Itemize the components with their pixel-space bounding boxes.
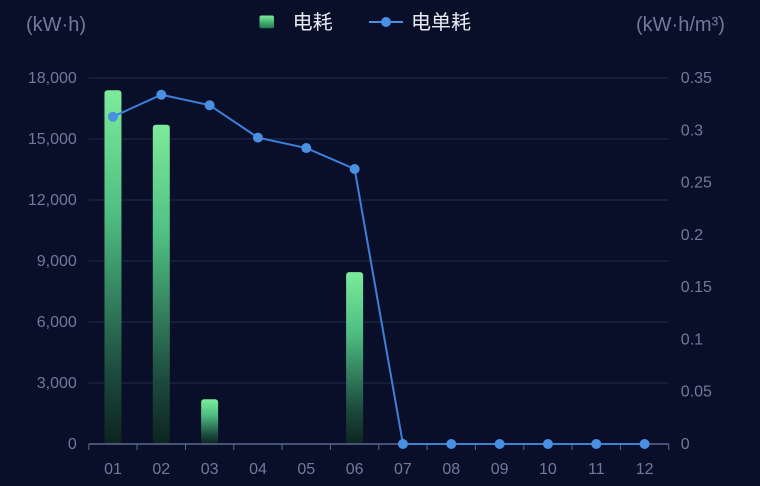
svg-text:0.35: 0.35 xyxy=(681,70,712,87)
svg-text:3,000: 3,000 xyxy=(37,375,77,392)
svg-text:07: 07 xyxy=(394,461,412,478)
svg-text:0.3: 0.3 xyxy=(681,122,703,139)
svg-text:12: 12 xyxy=(636,461,654,478)
svg-text:9,000: 9,000 xyxy=(37,253,77,270)
svg-text:电耗: 电耗 xyxy=(293,11,333,34)
svg-text:02: 02 xyxy=(152,461,170,478)
svg-text:12,000: 12,000 xyxy=(28,192,77,209)
svg-text:05: 05 xyxy=(297,461,315,478)
svg-text:04: 04 xyxy=(249,461,267,478)
svg-text:06: 06 xyxy=(346,461,364,478)
svg-text:03: 03 xyxy=(201,461,219,478)
svg-text:18,000: 18,000 xyxy=(28,70,77,87)
svg-text:11: 11 xyxy=(588,461,605,478)
svg-text:0.2: 0.2 xyxy=(681,227,703,244)
svg-text:01: 01 xyxy=(104,461,122,478)
svg-text:6,000: 6,000 xyxy=(37,314,77,331)
svg-text:电单耗: 电单耗 xyxy=(411,11,471,34)
svg-text:0.05: 0.05 xyxy=(681,384,712,401)
svg-text:(kW·h): (kW·h) xyxy=(26,14,86,36)
svg-text:15,000: 15,000 xyxy=(28,131,77,148)
svg-text:0.25: 0.25 xyxy=(681,175,712,192)
svg-text:0: 0 xyxy=(68,436,77,453)
svg-text:0.1: 0.1 xyxy=(681,331,703,348)
svg-text:0.15: 0.15 xyxy=(681,279,712,296)
svg-text:(kW·h/m³): (kW·h/m³) xyxy=(636,14,725,36)
svg-text:0: 0 xyxy=(681,436,690,453)
svg-text:09: 09 xyxy=(491,461,509,478)
svg-text:08: 08 xyxy=(442,461,460,478)
svg-text:10: 10 xyxy=(539,461,557,478)
